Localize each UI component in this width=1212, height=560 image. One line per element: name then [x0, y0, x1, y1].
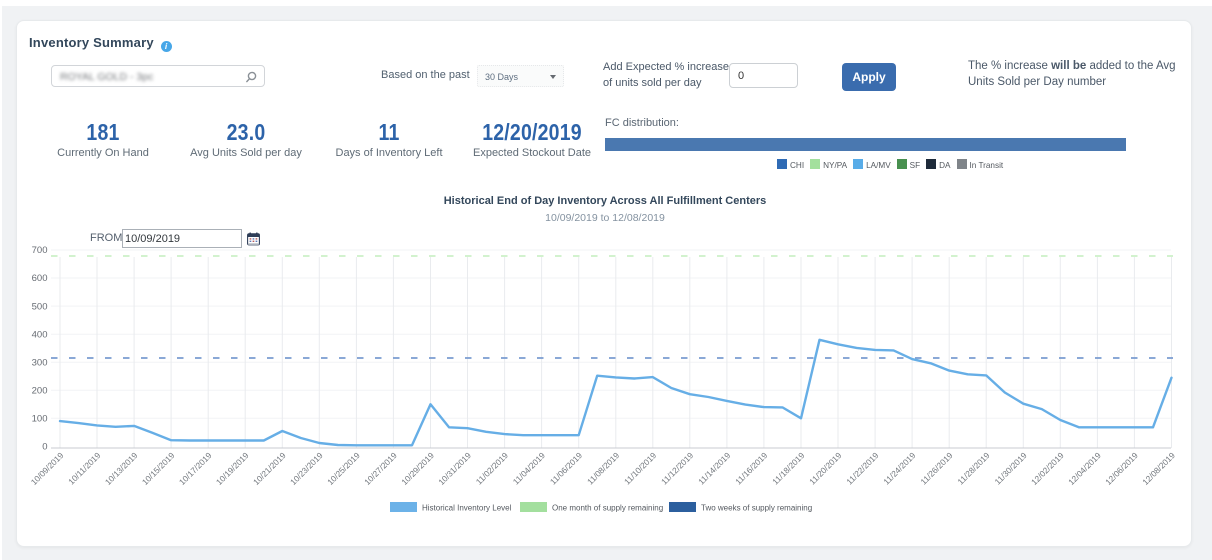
svg-text:10/13/2019: 10/13/2019 — [103, 450, 140, 487]
svg-text:11/14/2019: 11/14/2019 — [696, 450, 733, 487]
svg-text:12/02/2019: 12/02/2019 — [1029, 450, 1066, 487]
svg-text:10/23/2019: 10/23/2019 — [288, 450, 325, 487]
svg-text:Two weeks of supply remaining: Two weeks of supply remaining — [701, 504, 812, 513]
svg-text:11/06/2019: 11/06/2019 — [548, 450, 585, 487]
svg-text:10/31/2019: 10/31/2019 — [436, 450, 473, 487]
svg-text:10/15/2019: 10/15/2019 — [140, 450, 177, 487]
svg-text:10/25/2019: 10/25/2019 — [325, 450, 362, 487]
svg-text:10/19/2019: 10/19/2019 — [214, 450, 251, 487]
svg-text:10/29/2019: 10/29/2019 — [399, 450, 436, 487]
svg-text:11/04/2019: 11/04/2019 — [511, 450, 548, 487]
svg-text:11/24/2019: 11/24/2019 — [881, 450, 918, 487]
svg-text:Historical Inventory Level: Historical Inventory Level — [422, 504, 512, 513]
svg-text:12/08/2019: 12/08/2019 — [1140, 450, 1177, 487]
svg-text:12/06/2019: 12/06/2019 — [1103, 450, 1140, 487]
svg-text:10/11/2019: 10/11/2019 — [66, 450, 103, 487]
svg-text:10/09/2019: 10/09/2019 — [29, 450, 66, 487]
svg-text:10/27/2019: 10/27/2019 — [362, 450, 399, 487]
svg-text:100: 100 — [32, 414, 48, 425]
svg-text:700: 700 — [32, 245, 48, 256]
svg-text:11/08/2019: 11/08/2019 — [585, 450, 622, 487]
svg-text:10/17/2019: 10/17/2019 — [177, 450, 214, 487]
svg-text:600: 600 — [32, 273, 48, 284]
svg-text:10/21/2019: 10/21/2019 — [251, 450, 288, 487]
svg-text:11/20/2019: 11/20/2019 — [807, 450, 844, 487]
svg-text:200: 200 — [32, 386, 48, 397]
svg-text:400: 400 — [32, 329, 48, 340]
svg-text:11/22/2019: 11/22/2019 — [844, 450, 881, 487]
svg-text:500: 500 — [32, 301, 48, 312]
svg-text:One month of supply remaining: One month of supply remaining — [552, 504, 663, 513]
svg-text:300: 300 — [32, 357, 48, 368]
svg-text:0: 0 — [42, 442, 47, 453]
svg-text:11/02/2019: 11/02/2019 — [474, 450, 511, 487]
svg-text:11/10/2019: 11/10/2019 — [622, 450, 659, 487]
svg-text:12/04/2019: 12/04/2019 — [1066, 450, 1103, 487]
svg-text:11/26/2019: 11/26/2019 — [918, 450, 955, 487]
svg-text:11/12/2019: 11/12/2019 — [659, 450, 696, 487]
svg-text:11/30/2019: 11/30/2019 — [992, 450, 1029, 487]
svg-text:11/18/2019: 11/18/2019 — [770, 450, 807, 487]
svg-text:11/28/2019: 11/28/2019 — [955, 450, 992, 487]
svg-text:11/16/2019: 11/16/2019 — [733, 450, 770, 487]
